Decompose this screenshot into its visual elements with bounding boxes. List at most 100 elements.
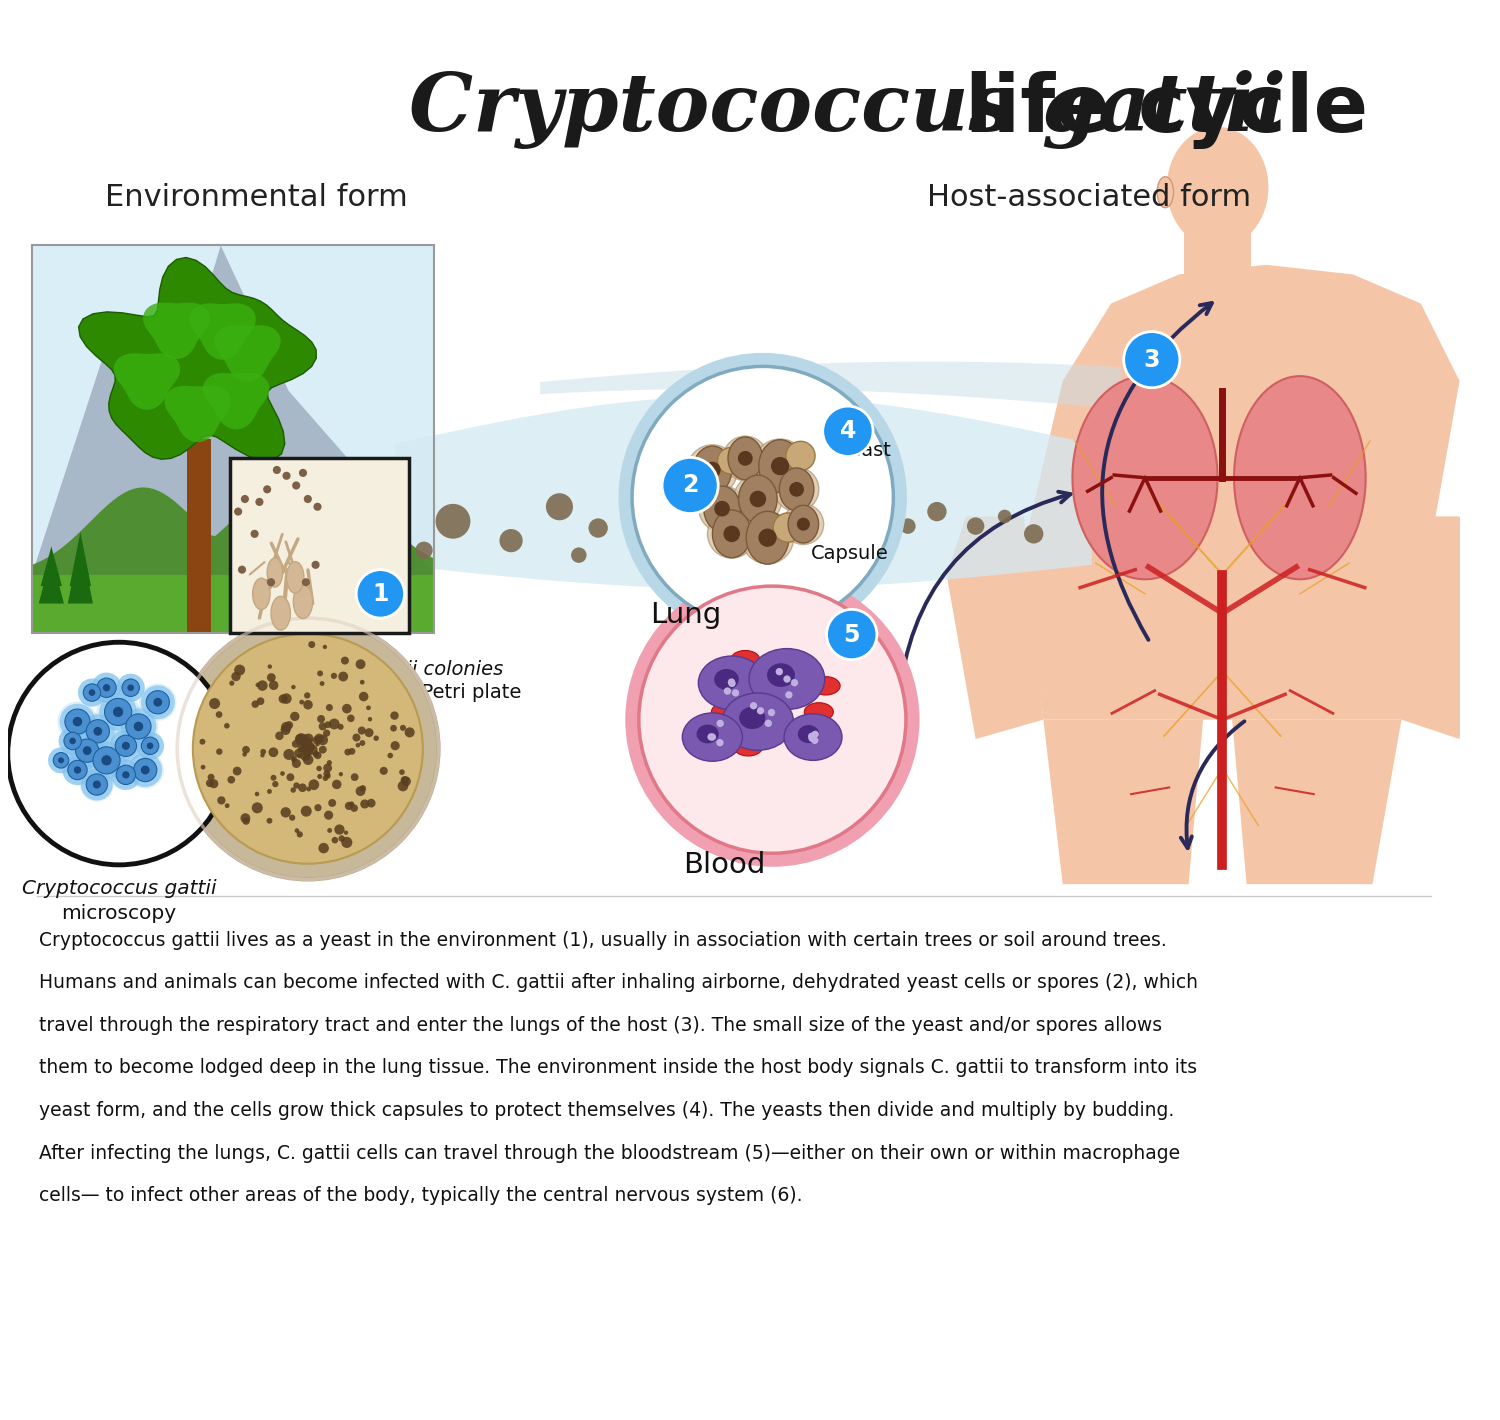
Circle shape	[78, 679, 106, 707]
Circle shape	[332, 780, 342, 790]
Circle shape	[315, 804, 321, 811]
Circle shape	[723, 687, 730, 694]
Circle shape	[273, 466, 280, 474]
Circle shape	[784, 692, 792, 699]
Circle shape	[368, 799, 375, 808]
Circle shape	[84, 684, 100, 701]
Circle shape	[302, 746, 313, 757]
Circle shape	[314, 503, 321, 511]
Polygon shape	[32, 575, 433, 632]
Circle shape	[316, 716, 326, 723]
Circle shape	[93, 781, 100, 788]
Circle shape	[280, 807, 291, 818]
Circle shape	[255, 683, 260, 687]
Text: Cryptococcus gattii: Cryptococcus gattii	[22, 879, 216, 899]
Circle shape	[717, 720, 724, 727]
Circle shape	[117, 674, 144, 701]
Circle shape	[344, 831, 348, 835]
Ellipse shape	[759, 440, 801, 493]
Circle shape	[723, 525, 740, 542]
Circle shape	[360, 785, 366, 792]
Circle shape	[279, 694, 288, 703]
Circle shape	[268, 747, 279, 757]
Circle shape	[304, 747, 309, 751]
Circle shape	[206, 780, 214, 787]
Circle shape	[808, 733, 816, 740]
Circle shape	[70, 734, 104, 768]
Circle shape	[346, 714, 354, 723]
Ellipse shape	[696, 724, 718, 744]
Circle shape	[141, 737, 159, 754]
Circle shape	[296, 733, 306, 744]
Circle shape	[351, 804, 358, 812]
Circle shape	[126, 714, 152, 738]
Text: them to become lodged deep in the lung tissue. The environment inside the host b: them to become lodged deep in the lung t…	[39, 1058, 1197, 1078]
Ellipse shape	[784, 731, 814, 750]
Circle shape	[102, 755, 111, 765]
Circle shape	[1124, 332, 1180, 388]
Circle shape	[789, 481, 804, 497]
Circle shape	[500, 530, 522, 552]
Circle shape	[360, 799, 369, 808]
Circle shape	[80, 767, 114, 801]
Circle shape	[62, 754, 93, 785]
Circle shape	[387, 753, 393, 758]
Circle shape	[302, 743, 312, 753]
Circle shape	[324, 771, 330, 777]
Polygon shape	[202, 373, 270, 429]
Circle shape	[790, 679, 798, 686]
Circle shape	[87, 741, 126, 780]
Circle shape	[750, 491, 766, 507]
Circle shape	[618, 352, 908, 642]
Circle shape	[729, 680, 735, 687]
Circle shape	[234, 507, 242, 515]
Circle shape	[326, 774, 330, 778]
Circle shape	[546, 493, 573, 520]
Circle shape	[294, 828, 300, 834]
Circle shape	[298, 746, 306, 753]
Circle shape	[116, 765, 135, 784]
Circle shape	[339, 672, 348, 682]
Circle shape	[827, 609, 878, 660]
Circle shape	[738, 452, 753, 466]
Circle shape	[312, 561, 320, 569]
Text: Host-associated form: Host-associated form	[927, 183, 1251, 212]
Circle shape	[63, 755, 93, 785]
Circle shape	[280, 721, 291, 733]
Ellipse shape	[711, 703, 741, 721]
Circle shape	[48, 747, 74, 774]
FancyBboxPatch shape	[231, 459, 410, 632]
Text: yeast form, and the cells grow thick capsules to protect themselves (4). The yea: yeast form, and the cells grow thick cap…	[39, 1100, 1174, 1120]
Circle shape	[750, 508, 776, 534]
Circle shape	[626, 572, 920, 866]
Polygon shape	[69, 532, 92, 586]
Circle shape	[304, 693, 310, 699]
Text: Yeast: Yeast	[840, 442, 891, 460]
Circle shape	[322, 764, 332, 772]
Circle shape	[216, 711, 222, 719]
Circle shape	[316, 670, 322, 676]
Text: Environmental form: Environmental form	[105, 183, 408, 212]
Polygon shape	[1072, 376, 1218, 579]
Circle shape	[230, 680, 234, 686]
Circle shape	[8, 642, 231, 865]
Ellipse shape	[693, 446, 732, 494]
Circle shape	[69, 737, 76, 744]
Circle shape	[126, 751, 164, 788]
Circle shape	[251, 530, 258, 538]
Circle shape	[284, 748, 294, 760]
Circle shape	[268, 680, 279, 690]
Circle shape	[435, 504, 471, 538]
Circle shape	[272, 781, 279, 787]
Circle shape	[322, 775, 328, 781]
Circle shape	[309, 743, 314, 748]
Circle shape	[322, 730, 330, 737]
Circle shape	[147, 743, 153, 750]
Ellipse shape	[804, 703, 834, 721]
Circle shape	[274, 731, 284, 740]
Circle shape	[400, 724, 406, 731]
Circle shape	[708, 733, 714, 741]
Circle shape	[664, 538, 687, 562]
Circle shape	[57, 701, 98, 741]
Text: Humans and animals can become infected with C. gattii after inhaling airborne, d: Humans and animals can become infected w…	[39, 973, 1198, 993]
